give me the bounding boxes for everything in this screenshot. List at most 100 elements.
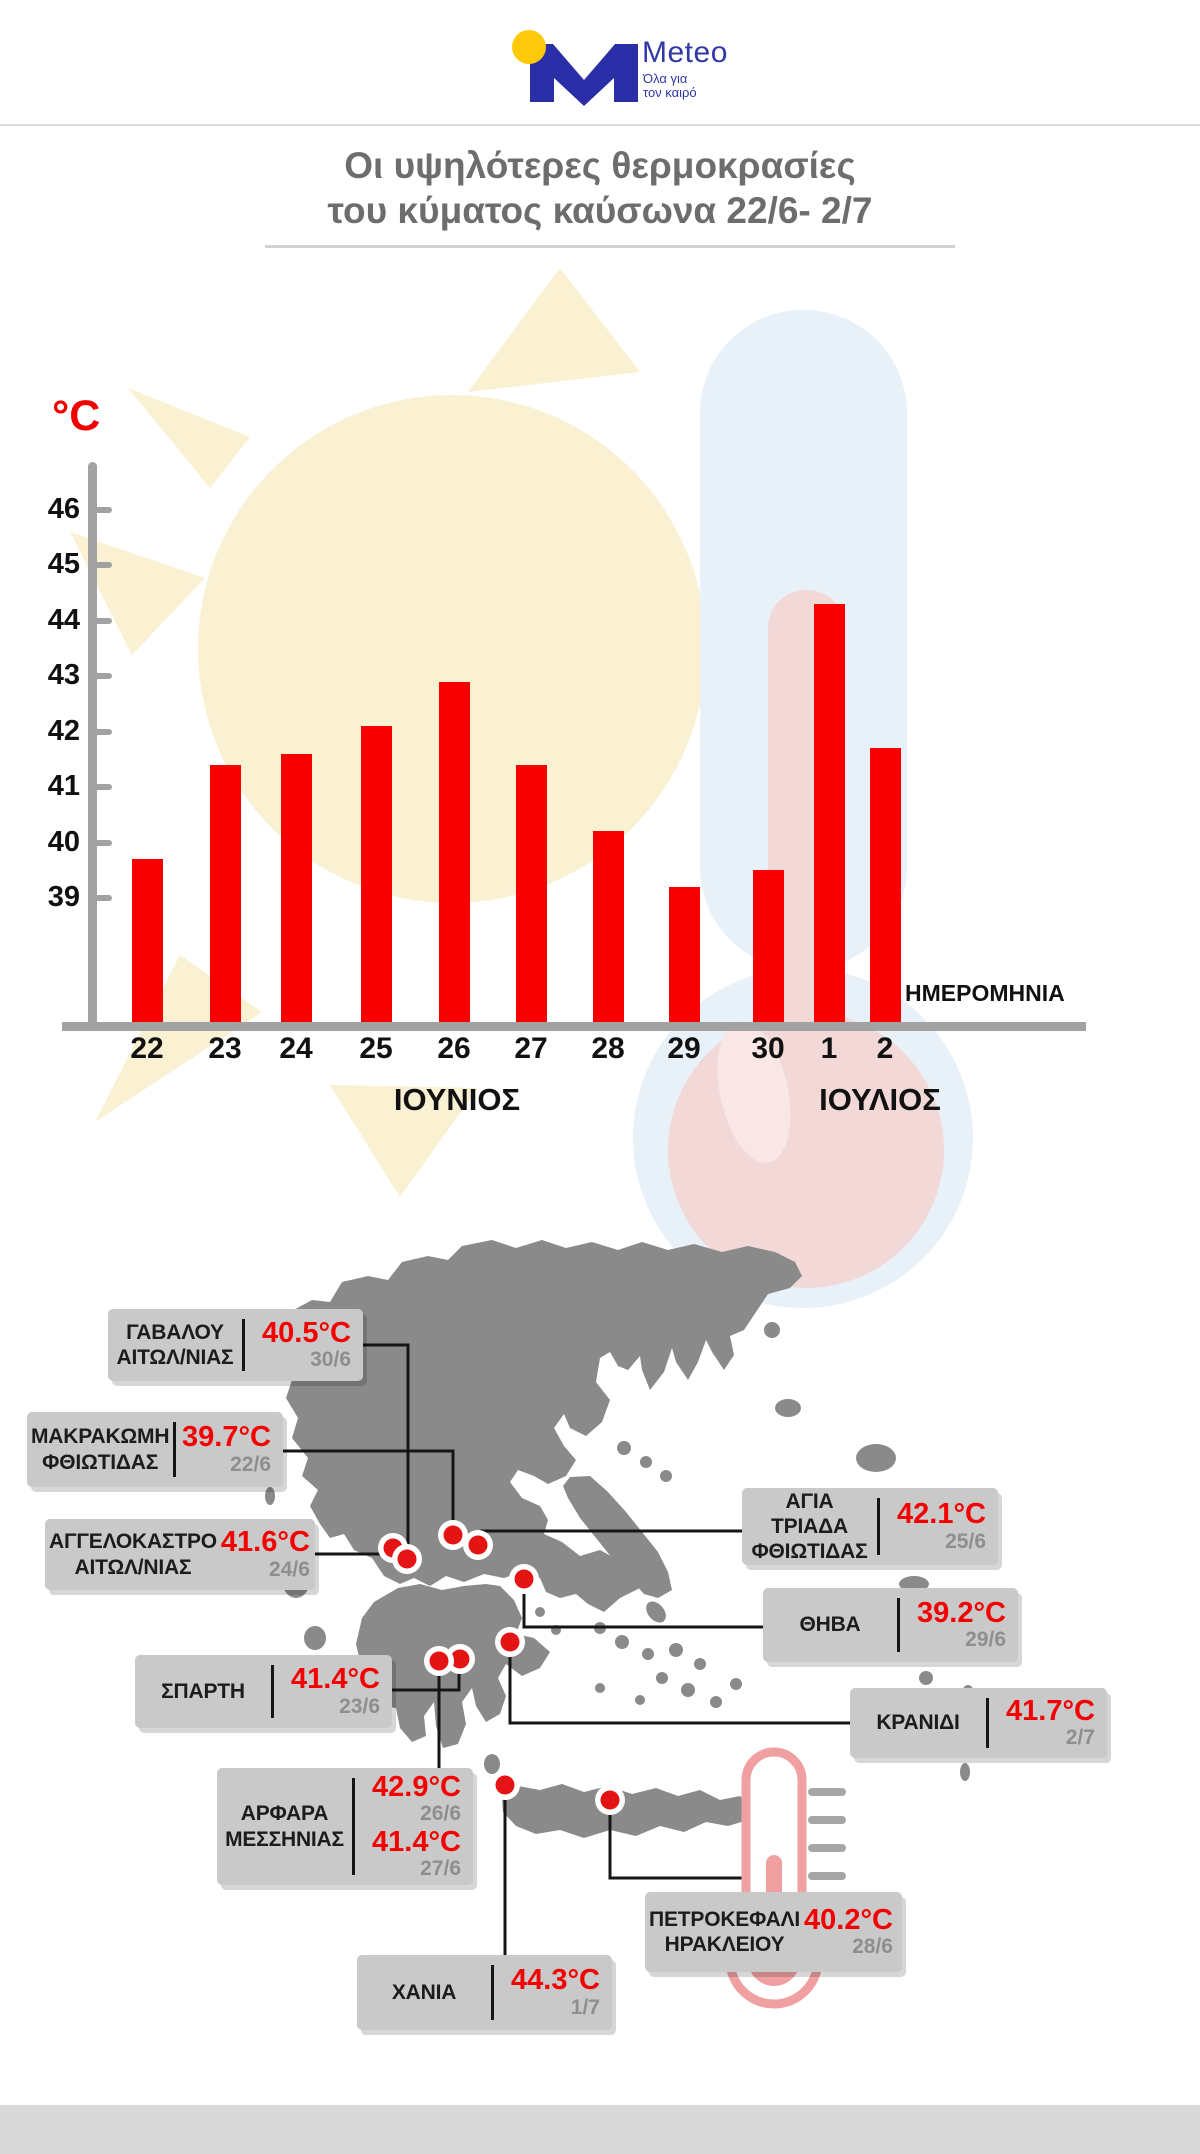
x-tick-label: 1 (820, 1032, 838, 1065)
dot-petrokefali (595, 1785, 625, 1815)
station-name: ΣΠΑΡΤΗ (135, 1679, 271, 1704)
y-tick-mark (97, 728, 112, 735)
dot-makrakomi (438, 1520, 468, 1550)
thermometer-scale-dashes (808, 1788, 846, 1908)
y-tick-mark (97, 506, 112, 513)
x-tick-label: 23 (208, 1032, 242, 1065)
station-readings: 42.1°C 25/6 (880, 1499, 998, 1553)
station-name-line: ΘΗΒΑ (799, 1613, 861, 1637)
station-readings: 40.5°C 30/6 (245, 1318, 363, 1372)
footer-bar (0, 2105, 1200, 2154)
station-temperature: 41.4°C (291, 1663, 380, 1696)
station-box-kranidi: ΚΡΑΝΙΔΙ 41.7°C 2/7 (850, 1688, 1107, 1758)
station-box-aggelokastro: ΑΓΓΕΛΟΚΑΣΤΡΟ ΑΙΤΩΛ/ΝΙΑΣ 41.6°C 24/6 (45, 1519, 315, 1590)
connector-makrakomi (283, 1449, 455, 1527)
station-date: 22/6 (230, 1452, 271, 1476)
chart-bar (752, 870, 784, 1022)
page-title: Οι υψηλότερες θερμοκρασίες του κύματος κ… (0, 143, 1200, 233)
y-tick-mark (97, 839, 112, 846)
y-tick-mark (97, 562, 112, 569)
station-readings: 42.9°C 26/6 41.4°C 27/6 (355, 1772, 473, 1881)
chart-bar (438, 681, 470, 1022)
station-box-sparti: ΣΠΑΡΤΗ 41.4°C 23/6 (135, 1655, 392, 1728)
month-label-june: ΙΟΥΝΙΟΣ (393, 1082, 521, 1117)
euboea-island (563, 1476, 672, 1598)
title-underline (265, 245, 955, 248)
station-date: 23/6 (339, 1694, 380, 1718)
station-temperature: 41.7°C (1006, 1694, 1095, 1727)
station-name-line: ΑΓΓΕΛΟΚΑΣΤΡΟ (49, 1530, 217, 1554)
chart-bar (515, 764, 547, 1022)
station-temperature: 40.5°C (262, 1316, 351, 1349)
station-readings: 39.2°C 29/6 (900, 1598, 1018, 1652)
station-date: 24/6 (269, 1557, 310, 1581)
station-date: 28/6 (852, 1935, 893, 1958)
station-name: ΠΕΤΡΟΚΕΦΑΛΙ ΗΡΑΚΛΕΙΟΥ (645, 1907, 804, 1957)
chart-bar (869, 748, 901, 1022)
station-temperature: 39.2°C (917, 1596, 1006, 1629)
station-name: ΑΓΓΕΛΟΚΑΣΤΡΟ ΑΙΤΩΛ/ΝΙΑΣ (45, 1529, 221, 1579)
y-tick-label: 40 (47, 825, 80, 858)
station-name-line: ΓΑΒΑΛΟΥ (126, 1320, 224, 1344)
station-temperature: 39.7°C (182, 1421, 271, 1454)
station-divider (491, 1965, 494, 2020)
station-name: ΑΡΦΑΡΑ ΜΕΣΣΗΝΙΑΣ (217, 1801, 352, 1851)
dot-kranidi (495, 1627, 525, 1657)
connector-sparti (392, 1666, 461, 1692)
station-temperature: 42.1°C (897, 1498, 986, 1531)
station-divider (986, 1698, 989, 1748)
station-readings: 40.2°C 28/6 (804, 1905, 905, 1959)
dot-arfara (424, 1646, 454, 1676)
x-axis-line (62, 1022, 1086, 1031)
thermometer-backdrop (633, 310, 973, 1308)
chart-bar (280, 753, 312, 1022)
x-tick-label: 25 (359, 1032, 393, 1065)
station-connectors (283, 1343, 850, 1955)
station-temperature: 41.4°C (372, 1825, 461, 1858)
station-dots (378, 1520, 625, 1815)
station-name-line: ΚΡΑΝΙΔΙ (876, 1711, 960, 1735)
station-name-line: ΠΕΤΡΟΚΕΦΑΛΙ (649, 1907, 800, 1931)
brand-tagline-line2: τον καιρό (643, 85, 697, 100)
station-readings: 44.3°C 1/7 (494, 1965, 612, 2019)
station-name-line: ΑΙΤΩΛ/ΝΙΑΣ (74, 1555, 192, 1579)
station-readings: 39.7°C 22/6 (176, 1422, 283, 1476)
y-tick-label: 41 (47, 770, 80, 803)
station-name: ΜΑΚΡΑΚΩΜΗ ΦΘΙΩΤΙΔΑΣ (27, 1424, 173, 1474)
station-divider (271, 1665, 274, 1718)
station-name-line: ΦΘΙΩΤΙΔΑΣ (42, 1450, 159, 1474)
station-name-line: ΣΠΑΡΤΗ (161, 1679, 245, 1703)
station-temperature: 44.3°C (511, 1964, 600, 1997)
x-axis-title: ΗΜΕΡΟΜΗΝΙΑ (905, 980, 1065, 1006)
station-temperature: 40.2°C (804, 1903, 893, 1936)
y-axis-line (88, 462, 97, 1027)
y-tick-mark (97, 673, 112, 680)
logo-sun-dot (512, 30, 546, 64)
x-tick-label: 24 (279, 1032, 313, 1065)
station-box-thiva: ΘΗΒΑ 39.2°C 29/6 (763, 1588, 1018, 1662)
station-name-line: ΦΘΙΩΤΙΔΑΣ (751, 1540, 868, 1564)
dot-xania (490, 1770, 520, 1800)
y-tick-label: 39 (47, 881, 80, 913)
station-temperature: 42.9°C (372, 1771, 461, 1804)
station-name: ΘΗΒΑ (763, 1612, 897, 1637)
station-date: 25/6 (945, 1529, 986, 1553)
station-divider (897, 1598, 900, 1652)
mainland-greece (278, 1240, 802, 1612)
station-divider (242, 1319, 245, 1371)
x-tick-label: 28 (591, 1032, 625, 1065)
station-name-line: ΗΡΑΚΛΕΙΟΥ (664, 1933, 785, 1956)
station-divider (877, 1498, 880, 1555)
sun-shape (70, 268, 706, 1197)
station-date: 29/6 (965, 1628, 1006, 1651)
station-date: 2/7 (1065, 1726, 1095, 1749)
y-tick-mark (97, 784, 112, 791)
chart-bar (209, 764, 241, 1022)
brand-name: Meteo (642, 36, 728, 69)
dot-agia-triada (463, 1530, 493, 1560)
y-tick-mark (97, 895, 112, 901)
y-tick-mark (97, 617, 112, 624)
station-box-makrakomi: ΜΑΚΡΑΚΩΜΗ ΦΘΙΩΤΙΔΑΣ 39.7°C 22/6 (27, 1412, 283, 1487)
station-name-line: ΑΡΦΑΡΑ (240, 1802, 329, 1826)
